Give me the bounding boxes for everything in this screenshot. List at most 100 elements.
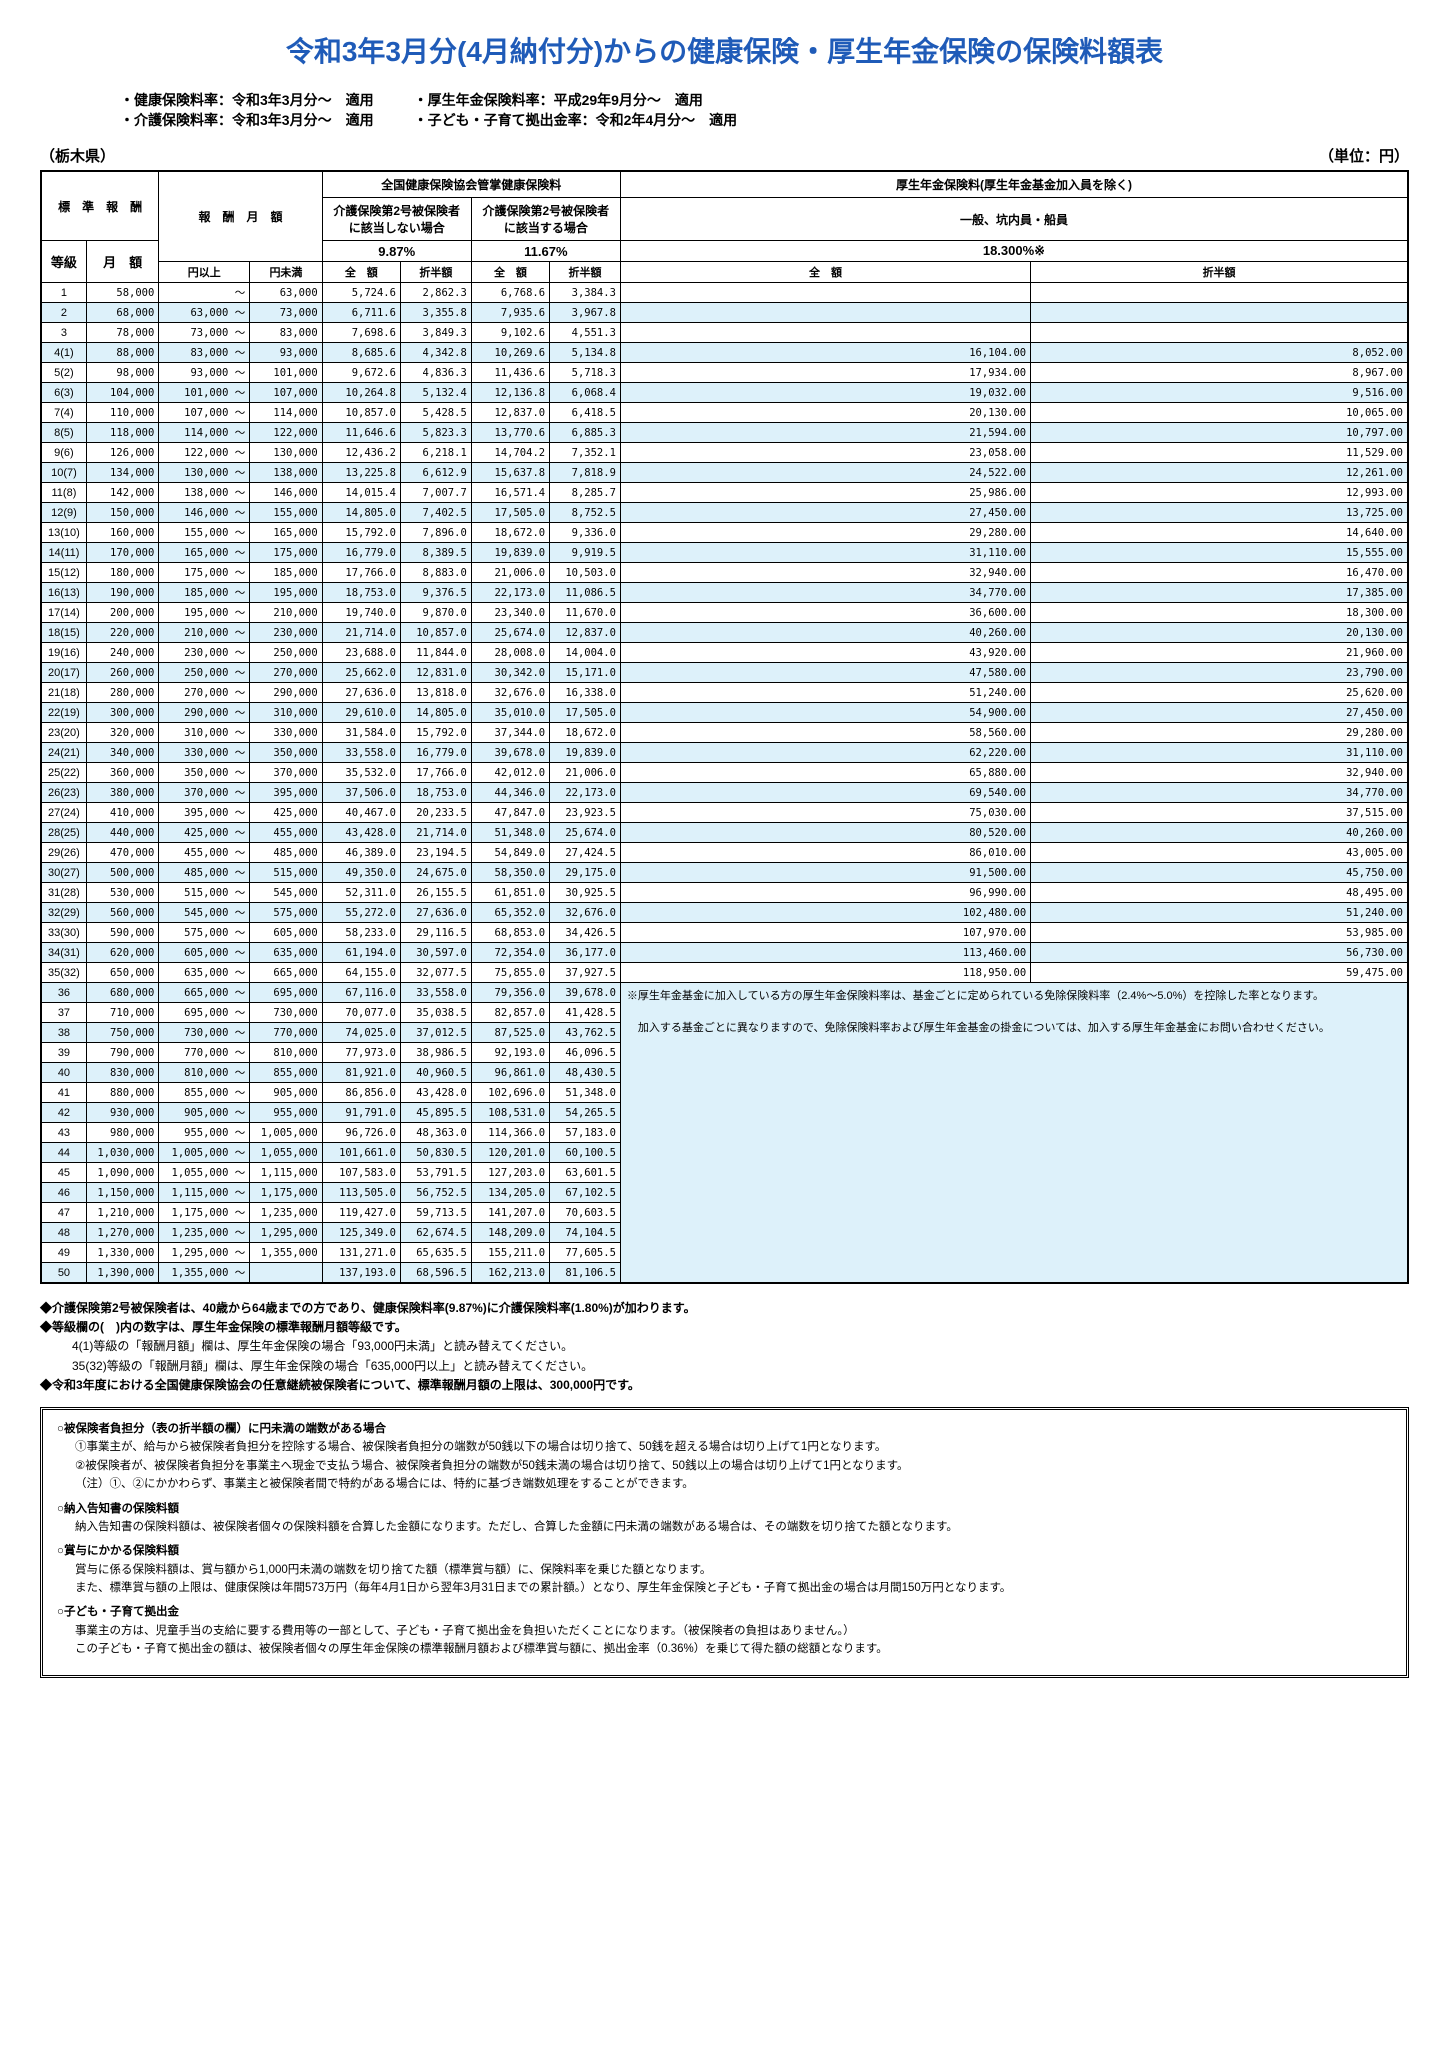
cell: 9(6) <box>41 443 86 463</box>
cell: 240,000 <box>86 643 158 663</box>
cell: 17,505.0 <box>550 703 621 723</box>
cell: 56,752.5 <box>400 1183 471 1203</box>
cell: 21,714.0 <box>400 823 471 843</box>
cell: 23,340.0 <box>471 603 549 623</box>
cell <box>250 1263 322 1284</box>
cell: 20,130.00 <box>1031 623 1408 643</box>
cell: 19,032.00 <box>620 383 1030 403</box>
cell: 29,610.0 <box>322 703 400 723</box>
cell: 122,000 <box>250 423 322 443</box>
cell: 7,402.5 <box>400 503 471 523</box>
cell: 59,713.5 <box>400 1203 471 1223</box>
cell: 190,000 <box>86 583 158 603</box>
cell: 695,000 〜 <box>159 1003 250 1023</box>
cell: 620,000 <box>86 943 158 963</box>
cell: 28(25) <box>41 823 86 843</box>
cell: 2 <box>41 303 86 323</box>
cell: 41 <box>41 1083 86 1103</box>
cell: 65,352.0 <box>471 903 549 923</box>
table-row: 23(20)320,000310,000 〜330,00031,584.015,… <box>41 723 1408 743</box>
cell: 290,000 〜 <box>159 703 250 723</box>
cell: 5,718.3 <box>550 363 621 383</box>
table-row: 4(1)88,00083,000 〜93,0008,685.64,342.810… <box>41 343 1408 363</box>
hdr-rate1: 9.87% <box>322 241 471 262</box>
cell: 108,531.0 <box>471 1103 549 1123</box>
cell: 45,895.5 <box>400 1103 471 1123</box>
cell: 310,000 〜 <box>159 723 250 743</box>
cell: 185,000 〜 <box>159 583 250 603</box>
table-row: 9(6)126,000122,000 〜130,00012,436.26,218… <box>41 443 1408 463</box>
cell: 1,090,000 <box>86 1163 158 1183</box>
cell: 15,792.0 <box>400 723 471 743</box>
cell: 485,000 <box>250 843 322 863</box>
cell: 25,674.0 <box>471 623 549 643</box>
cell: 15,792.0 <box>322 523 400 543</box>
cell: 8,389.5 <box>400 543 471 563</box>
cell: 73,000 <box>250 303 322 323</box>
cell: 35(32) <box>41 963 86 983</box>
cell: 14(11) <box>41 543 86 563</box>
cell: 515,000 <box>250 863 322 883</box>
cell: 72,354.0 <box>471 943 549 963</box>
cell: 5,428.5 <box>400 403 471 423</box>
cell: 330,000 〜 <box>159 743 250 763</box>
hdr-han3: 折半額 <box>1031 262 1408 283</box>
cell: 440,000 <box>86 823 158 843</box>
cell: 3,849.3 <box>400 323 471 343</box>
cell: 160,000 <box>86 523 158 543</box>
cell: 605,000 <box>250 923 322 943</box>
cell: 36 <box>41 983 86 1003</box>
cell: 8,685.6 <box>322 343 400 363</box>
hdr-rate2: 11.67% <box>471 241 620 262</box>
cell: 102,696.0 <box>471 1083 549 1103</box>
table-row: 11(8)142,000138,000 〜146,00014,015.47,00… <box>41 483 1408 503</box>
cell: 3 <box>41 323 86 343</box>
cell: 131,271.0 <box>322 1243 400 1263</box>
cell: 340,000 <box>86 743 158 763</box>
table-row: 31(28)530,000515,000 〜545,00052,311.026,… <box>41 883 1408 903</box>
cell: 8,752.5 <box>550 503 621 523</box>
cell: 12,837.0 <box>471 403 549 423</box>
cell: 42 <box>41 1103 86 1123</box>
table-row: 35(32)650,000635,000 〜665,00064,155.032,… <box>41 963 1408 983</box>
cell: 34,426.5 <box>550 923 621 943</box>
cell: 665,000 〜 <box>159 983 250 1003</box>
cell: 9,919.5 <box>550 543 621 563</box>
cell: 155,000 〜 <box>159 523 250 543</box>
cell: 35,532.0 <box>322 763 400 783</box>
cell: 46,096.5 <box>550 1043 621 1063</box>
note-3: 35(32)等級の「報酬月額」欄は、厚生年金保険の場合「635,000円以上」と… <box>60 1357 1409 1376</box>
table-row: 5(2)98,00093,000 〜101,0009,672.64,836.31… <box>41 363 1408 383</box>
table-row: 32(29)560,000545,000 〜575,00055,272.027,… <box>41 903 1408 923</box>
cell: 22(19) <box>41 703 86 723</box>
cell: 113,505.0 <box>322 1183 400 1203</box>
cell: 34,770.00 <box>620 583 1030 603</box>
cell: 370,000 <box>250 763 322 783</box>
cell: 750,000 <box>86 1023 158 1043</box>
cell: 4(1) <box>41 343 86 363</box>
cell: 17,505.0 <box>471 503 549 523</box>
cell: 23,790.00 <box>1031 663 1408 683</box>
box-s2b: 納入告知書の保険料額は、被保険者個々の保険料額を合算した金額になります。ただし、… <box>75 1518 1392 1536</box>
cell: 〜 <box>159 283 250 303</box>
cell: 1,295,000 〜 <box>159 1243 250 1263</box>
cell: 78,000 <box>86 323 158 343</box>
cell: 31(28) <box>41 883 86 903</box>
cell: 61,194.0 <box>322 943 400 963</box>
cell: 34(31) <box>41 943 86 963</box>
cell: 142,000 <box>86 483 158 503</box>
cell: 11,670.0 <box>550 603 621 623</box>
cell: 155,211.0 <box>471 1243 549 1263</box>
cell: 12(9) <box>41 503 86 523</box>
cell: 880,000 <box>86 1083 158 1103</box>
cell: 6,068.4 <box>550 383 621 403</box>
cell: 15,637.8 <box>471 463 549 483</box>
cell: 47,580.00 <box>620 663 1030 683</box>
cell: 650,000 <box>86 963 158 983</box>
table-row: 8(5)118,000114,000 〜122,00011,646.65,823… <box>41 423 1408 443</box>
cell: 210,000 〜 <box>159 623 250 643</box>
cell: 32,077.5 <box>400 963 471 983</box>
cell: 680,000 <box>86 983 158 1003</box>
hdr-hyojun: 標 準 報 酬 <box>41 171 159 241</box>
hdr-en-miman: 円未満 <box>250 262 322 283</box>
